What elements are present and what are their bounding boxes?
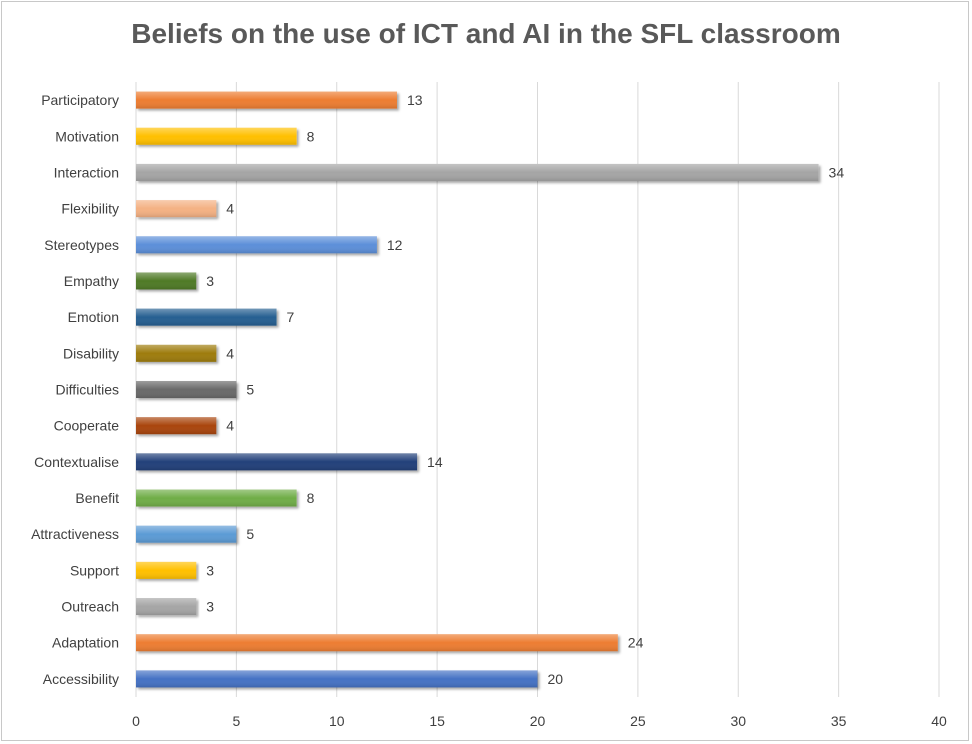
- data-label: 14: [427, 454, 443, 470]
- category-label: Participatory: [41, 92, 119, 108]
- x-tick-label: 10: [329, 713, 345, 729]
- data-label: 4: [226, 201, 234, 217]
- data-label: 5: [246, 526, 254, 542]
- category-label: Accessibility: [43, 671, 119, 687]
- gridlines: [135, 82, 940, 697]
- category-label: Cooperate: [54, 418, 120, 434]
- bar-shine-interaction: [136, 163, 819, 181]
- data-label: 20: [548, 671, 564, 687]
- category-label: Attractiveness: [31, 526, 119, 542]
- data-label: 13: [407, 92, 423, 108]
- data-label: 5: [246, 382, 254, 398]
- x-tick-label: 40: [931, 713, 947, 729]
- data-label: 34: [829, 164, 845, 180]
- x-tick-label: 35: [831, 713, 847, 729]
- data-label: 7: [287, 309, 295, 325]
- data-label: 8: [307, 128, 315, 144]
- x-tick-label: 30: [730, 713, 746, 729]
- category-label: Empathy: [64, 273, 119, 289]
- category-label: Adaptation: [52, 635, 119, 651]
- category-label: Interaction: [54, 164, 119, 180]
- category-label: Benefit: [75, 490, 119, 506]
- bars: [136, 91, 819, 688]
- bar-shine-benefit: [136, 489, 297, 507]
- x-tick-label: 15: [429, 713, 445, 729]
- data-label: 3: [206, 599, 214, 615]
- chart-title: Beliefs on the use of ICT and AI in the …: [131, 18, 841, 49]
- data-label: 3: [206, 273, 214, 289]
- bar-shine-outreach: [136, 598, 197, 616]
- category-label: Stereotypes: [44, 237, 119, 253]
- category-label: Motivation: [55, 128, 119, 144]
- category-label: Flexibility: [61, 201, 119, 217]
- data-label: 4: [226, 418, 234, 434]
- category-label: Contextualise: [34, 454, 119, 470]
- category-label: Difficulties: [55, 382, 119, 398]
- bar-shine-cooperate: [136, 417, 217, 435]
- data-label: 3: [206, 562, 214, 578]
- data-label: 12: [387, 237, 403, 253]
- category-label: Support: [70, 562, 119, 578]
- x-tick-label: 25: [630, 713, 646, 729]
- bar-shine-accessibility: [136, 670, 538, 688]
- category-label: Emotion: [68, 309, 119, 325]
- bar-shine-motivation: [136, 127, 297, 145]
- bar-shine-disability: [136, 344, 217, 362]
- bar-shine-attractiveness: [136, 525, 237, 543]
- data-label: 4: [226, 345, 234, 361]
- data-label: 24: [628, 635, 644, 651]
- x-tick-label: 0: [132, 713, 140, 729]
- bar-shine-adaptation: [136, 634, 618, 652]
- x-tick-label: 20: [530, 713, 546, 729]
- bar-shine-flexibility: [136, 200, 217, 218]
- bar-shine-stereotypes: [136, 236, 377, 254]
- bar-shine-contextualise: [136, 453, 418, 471]
- category-label: Outreach: [61, 599, 119, 615]
- bar-shine-participatory: [136, 91, 397, 109]
- category-label: Disability: [63, 345, 119, 361]
- bar-shine-support: [136, 561, 197, 579]
- bar-shine-empathy: [136, 272, 197, 290]
- bar-shine-difficulties: [136, 380, 237, 399]
- x-tick-label: 5: [232, 713, 240, 729]
- bar-shine-emotion: [136, 308, 277, 326]
- data-label: 8: [307, 490, 315, 506]
